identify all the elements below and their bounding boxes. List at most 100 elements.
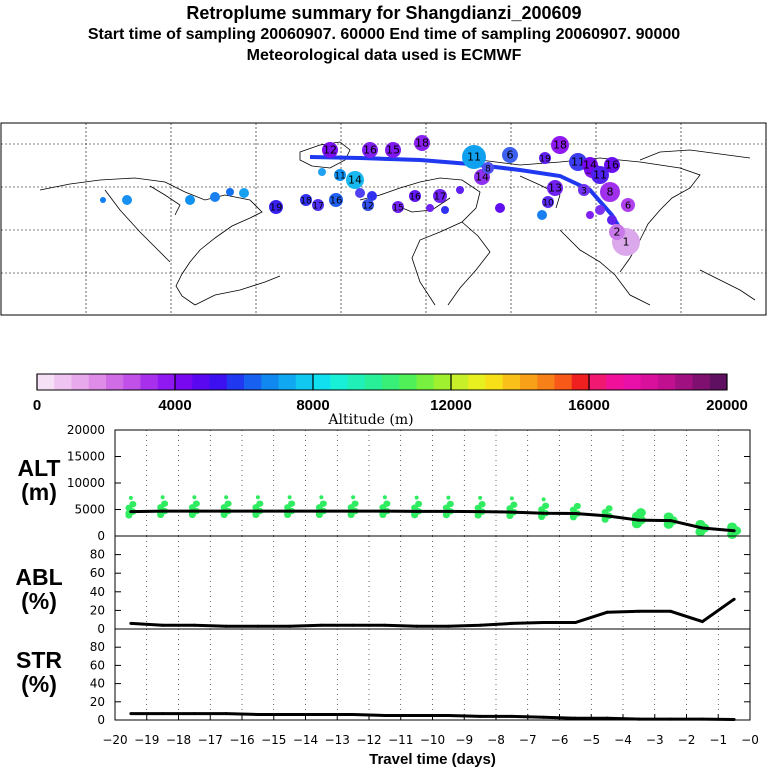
abl-panel: 80 60 40 20 0	[90, 535, 751, 636]
met-data-note: Meteorological data used is ECMWF	[246, 47, 522, 64]
trajectory-marker	[441, 206, 449, 214]
alt-series-point	[510, 510, 514, 514]
str-panel: 80 60 40 20 0	[90, 628, 751, 727]
alt-series-point	[383, 509, 387, 513]
trajectory-marker	[591, 166, 609, 184]
str-series-point	[288, 713, 292, 717]
colorbar-cell	[709, 374, 728, 390]
trajectory-marker	[607, 215, 617, 225]
trajectory-marker-label: 16	[409, 193, 421, 203]
str-series-point	[732, 718, 736, 722]
alt-series-point	[478, 510, 482, 514]
x-tick-label: −15	[261, 733, 286, 747]
str-series-point	[256, 713, 260, 717]
trajectory-marker-label: 18	[415, 137, 429, 150]
alt-scatter-point	[446, 495, 451, 500]
abl-series-point	[637, 609, 641, 613]
trajectory-marker	[586, 211, 594, 219]
trajectory-marker-label: 14	[348, 174, 362, 187]
trajectory-marker	[318, 168, 326, 176]
trajectory-marker-label: 14	[475, 171, 489, 184]
colorbar-cell	[209, 374, 228, 390]
colorbar-cell	[175, 374, 193, 390]
trajectory-marker	[322, 142, 338, 158]
colorbar-cell	[468, 374, 486, 390]
trajectory-marker	[312, 199, 324, 211]
trajectory-marker-label: 12	[323, 144, 337, 157]
colorbar-xlabel: Altitude (m)	[327, 412, 413, 428]
abl-series-point	[415, 624, 419, 628]
trajectory-marker	[355, 188, 365, 198]
trajectory-marker	[621, 198, 635, 212]
colorbar-cell	[658, 374, 676, 390]
x-axis-title: Travel time (days)	[369, 751, 496, 768]
trajectory-marker	[578, 184, 590, 196]
str-series-point	[415, 713, 419, 717]
x-tick-label: −2	[678, 733, 696, 747]
trajectory-marker	[409, 190, 421, 202]
trajectory-marker	[385, 142, 401, 158]
trajectory-marker-label: 17	[434, 192, 447, 203]
x-tick-label: −0	[741, 733, 759, 747]
trajectory-marker	[392, 201, 404, 213]
alt-scatter-point	[192, 500, 200, 507]
alt-label: ALT (m)	[4, 456, 74, 504]
abl-series-point	[319, 623, 323, 627]
abl-panel-frame	[114, 535, 751, 630]
alt-ytick-label: 5000	[74, 503, 105, 517]
abl-series-point	[510, 621, 514, 625]
trajectory-marker-label: 15	[386, 144, 400, 157]
alt-scatter-point	[256, 500, 264, 507]
trajectory-marker	[122, 195, 132, 205]
trajectory-marker	[539, 152, 551, 164]
str-series-point	[510, 714, 514, 718]
map-gridlines	[1, 123, 766, 315]
alt-series-point	[192, 509, 196, 513]
x-tick-label: −10	[420, 733, 445, 747]
alt-scatter-point	[415, 500, 423, 508]
colorbar-cell	[295, 374, 314, 390]
trajectory-marker-label: 18	[553, 139, 567, 152]
colorbar-cell	[157, 374, 176, 390]
str-label-name: STR	[16, 647, 62, 673]
alt-panel: 20000 15000 10000 5000 0	[67, 423, 751, 543]
trajectory-marker	[609, 224, 625, 240]
alt-series-point	[669, 519, 673, 523]
colorbar-cell	[278, 374, 297, 390]
trajectory-marker	[334, 169, 346, 181]
trajectory-marker	[269, 200, 283, 214]
abl-series-point	[192, 623, 196, 627]
trajectory-marker-label: 11	[571, 156, 585, 169]
alt-scatter-point	[478, 501, 486, 508]
x-tick-label: −14	[293, 733, 318, 747]
trajectory-marker	[239, 188, 249, 198]
abl-series-point	[669, 609, 673, 613]
colorbar-cell	[571, 374, 590, 390]
str-series-point	[129, 712, 133, 716]
x-tick-label: −8	[487, 733, 505, 747]
alt-series-point	[161, 509, 165, 513]
trajectory-marker	[551, 136, 569, 154]
str-series-point	[383, 713, 387, 717]
x-tick-label: −20	[102, 733, 127, 747]
str-series-point	[573, 716, 577, 720]
trajectory-markers: 1268101114161131819131061114818151612171…	[100, 135, 640, 256]
x-tick-label: −9	[455, 733, 473, 747]
alt-series-point	[446, 509, 450, 513]
trajectory-marker-label: 14	[583, 159, 597, 172]
trajectory-marker-label: 2	[614, 226, 621, 239]
str-series-point	[669, 717, 673, 721]
colorbar-cell	[364, 374, 383, 390]
trajectory-marker	[502, 147, 518, 163]
x-tick-label: −3	[646, 733, 664, 747]
trajectory-marker	[595, 205, 605, 215]
trajectory-marker-label: 19	[539, 155, 551, 165]
time-series-panels: 20000 15000 10000 5000 0 80 60 40 20 0 80 60 40 20 0 −2…	[67, 423, 759, 768]
colorbar-cell	[451, 374, 469, 390]
abl-series-point	[256, 624, 260, 628]
alt-scatter-point	[351, 500, 359, 507]
map-frame	[0, 122, 767, 316]
trajectory-marker	[362, 142, 378, 158]
abl-ytick-label: 80	[90, 548, 105, 562]
